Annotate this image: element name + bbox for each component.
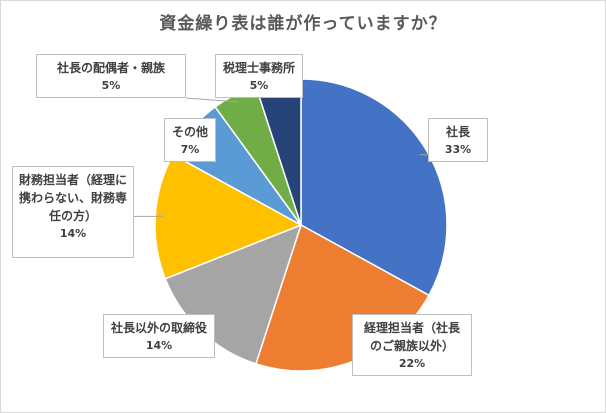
slice-label-3: 財務担当者（経理に 携わらない、財務専 任の方） bbox=[18, 173, 127, 223]
callout-slice-4: その他 7% bbox=[164, 118, 216, 162]
slice-label-2: 社長以外の取締役 bbox=[110, 321, 207, 335]
slice-value-0: 33% bbox=[444, 143, 472, 156]
callout-slice-6: 税理士事務所 5% bbox=[215, 54, 303, 98]
leader-line-5 bbox=[185, 97, 239, 103]
slice-label-5: 社長の配偶者・親族 bbox=[56, 61, 165, 75]
callout-slice-1: 経理担当者（社長 のご親族以外） 22% bbox=[352, 314, 472, 376]
slice-value-6: 5% bbox=[249, 79, 269, 92]
callout-slice-0: 社長 33% bbox=[428, 118, 488, 162]
pie-slice-0 bbox=[300, 78, 448, 297]
slice-label-6: 税理士事務所 bbox=[222, 61, 295, 75]
slice-label-0: 社長 bbox=[445, 125, 470, 139]
callout-slice-3: 財務担当者（経理に 携わらない、財務専 任の方） 14% bbox=[12, 166, 134, 258]
callout-slice-2: 社長以外の取締役 14% bbox=[103, 314, 215, 358]
slice-value-4: 7% bbox=[180, 143, 200, 156]
chart-title: 資金繰り表は誰が作っていますか？ bbox=[159, 14, 447, 34]
slice-value-2: 14% bbox=[145, 339, 173, 352]
slice-label-1: 経理担当者（社長 のご親族以外） bbox=[363, 321, 460, 353]
slice-value-1: 22% bbox=[398, 357, 426, 370]
slice-value-3: 14% bbox=[59, 227, 87, 240]
callout-slice-5: 社長の配偶者・親族 5% bbox=[36, 54, 186, 98]
slice-label-4: その他 bbox=[171, 125, 208, 139]
slice-value-5: 5% bbox=[101, 79, 121, 92]
